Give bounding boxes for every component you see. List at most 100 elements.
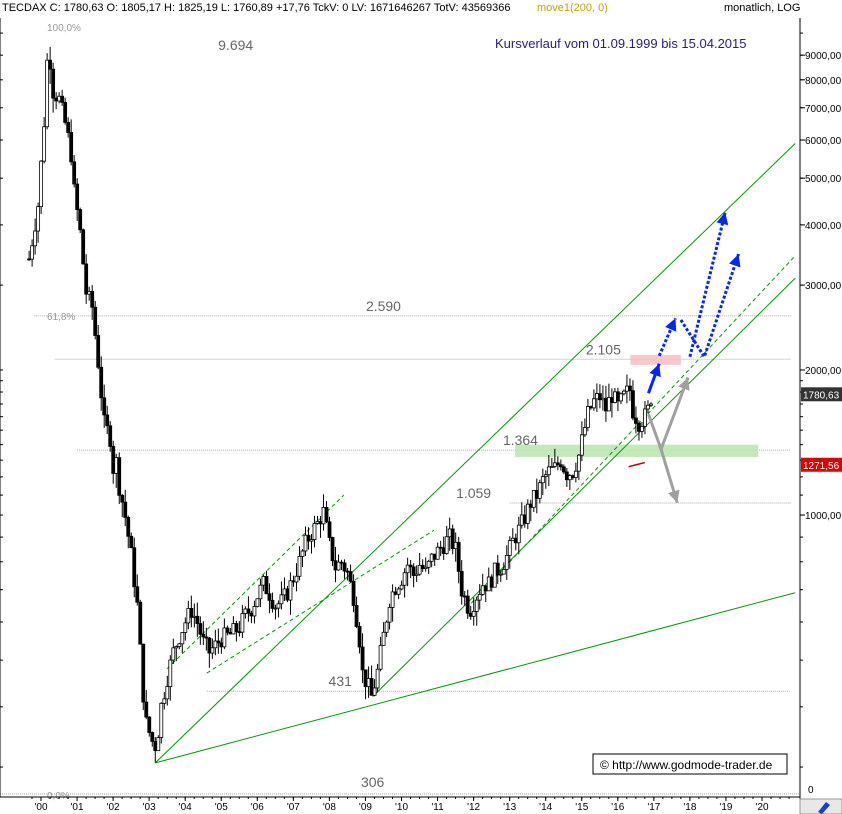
candle-body (444, 536, 449, 554)
blue-arrow (657, 317, 677, 357)
x-tick-label: '01 (71, 802, 84, 813)
candle-body (315, 521, 320, 524)
candle-body (486, 576, 491, 592)
level-label: 431 (329, 673, 353, 689)
pencil-icon (818, 802, 830, 814)
candle-body (402, 572, 407, 586)
candle-body (414, 573, 419, 576)
candle-body (516, 524, 521, 544)
candle-body (168, 659, 173, 687)
trend-line (466, 255, 796, 609)
candle-body (252, 606, 257, 617)
candle-body (210, 647, 215, 654)
candle-body (426, 560, 431, 568)
x-tick-label: '18 (683, 802, 696, 813)
blue-arrow-head (729, 254, 741, 268)
candle-body (631, 390, 635, 419)
candle-body (339, 561, 344, 564)
axis-corner[interactable] (799, 798, 842, 814)
x-tick-label: '15 (575, 802, 588, 813)
candle-body (105, 414, 110, 427)
candle-body (375, 668, 380, 689)
candle-body (126, 517, 131, 537)
candle-body (507, 540, 512, 556)
candle-body (306, 534, 311, 542)
y-tick-label: 8000,00 (805, 76, 842, 87)
candle-body (120, 494, 125, 503)
candle-body (114, 457, 119, 474)
candle-body (534, 490, 539, 499)
candle-body (610, 397, 614, 403)
candle-body (423, 566, 428, 569)
candle-body (429, 553, 434, 562)
candle-body (628, 385, 632, 392)
candle-body (513, 537, 518, 544)
candle-body (495, 562, 500, 576)
candle-body (546, 466, 551, 476)
candle-body (342, 562, 347, 572)
candle-body (637, 422, 641, 432)
candle-body (564, 471, 569, 481)
candle-body (285, 588, 290, 601)
candle-body (156, 737, 161, 752)
x-tick-label: '12 (467, 802, 480, 813)
candle-body (588, 406, 593, 409)
y-tick-label: 4000,00 (805, 221, 842, 232)
axes: 9000,00 8000,00 7000,00 6000,00 5000,00 4000,… (0, 18, 842, 814)
candle-body (558, 464, 563, 468)
trend-line (154, 143, 796, 764)
candle-body (60, 95, 65, 103)
forecast-arrows (628, 211, 741, 504)
y-tick-label: 2000,00 (805, 366, 842, 377)
candle-body (549, 466, 554, 468)
candle-body (327, 521, 332, 538)
candle-body (363, 669, 368, 688)
candle-body (177, 643, 182, 647)
grey-arrow-head (678, 377, 690, 391)
candle-body (42, 126, 47, 162)
price-annotation: 306 (361, 774, 385, 790)
candle-body (198, 623, 203, 635)
candle-body (87, 291, 92, 295)
x-tick-label: '03 (143, 802, 156, 813)
candle-body (480, 585, 485, 595)
candle-body (111, 446, 116, 474)
candle-body (228, 632, 233, 635)
x-tick-label: '00 (34, 802, 47, 813)
x-tick-label: '19 (719, 802, 732, 813)
candle-body (640, 426, 644, 432)
candle-body (432, 553, 437, 560)
blue-arrow-head (649, 363, 661, 378)
candle-body (294, 575, 299, 583)
candle-body (270, 599, 275, 609)
candle-body (36, 206, 41, 232)
candle-body (204, 636, 209, 639)
candle-body (471, 611, 476, 617)
candle-body (552, 462, 557, 467)
candle-body (441, 547, 446, 554)
candle-body (96, 335, 101, 368)
candle-body (144, 701, 149, 718)
candle-body (649, 403, 653, 406)
candle-body (30, 245, 35, 260)
y-tick-label: 1000,00 (805, 511, 842, 522)
candle-body (543, 474, 548, 478)
candle-body (489, 576, 494, 588)
candle-body (378, 644, 383, 670)
copyright-box[interactable]: © http://www.godmode-trader.de (592, 753, 788, 775)
y-tick-label: 7000,00 (805, 104, 842, 115)
candle-body (390, 591, 395, 608)
x-tick-label: '17 (647, 802, 660, 813)
candle-body (186, 608, 191, 624)
candle-body (330, 537, 335, 562)
candle-body (84, 263, 89, 295)
candle-body (312, 523, 317, 540)
candle-body (321, 507, 326, 525)
candle-body (405, 564, 410, 574)
copyright-text: © http://www.godmode-trader.de (600, 758, 773, 772)
candle-body (75, 183, 80, 210)
candle-body (249, 612, 254, 617)
candle-body (276, 603, 281, 609)
candle-body (501, 569, 506, 575)
